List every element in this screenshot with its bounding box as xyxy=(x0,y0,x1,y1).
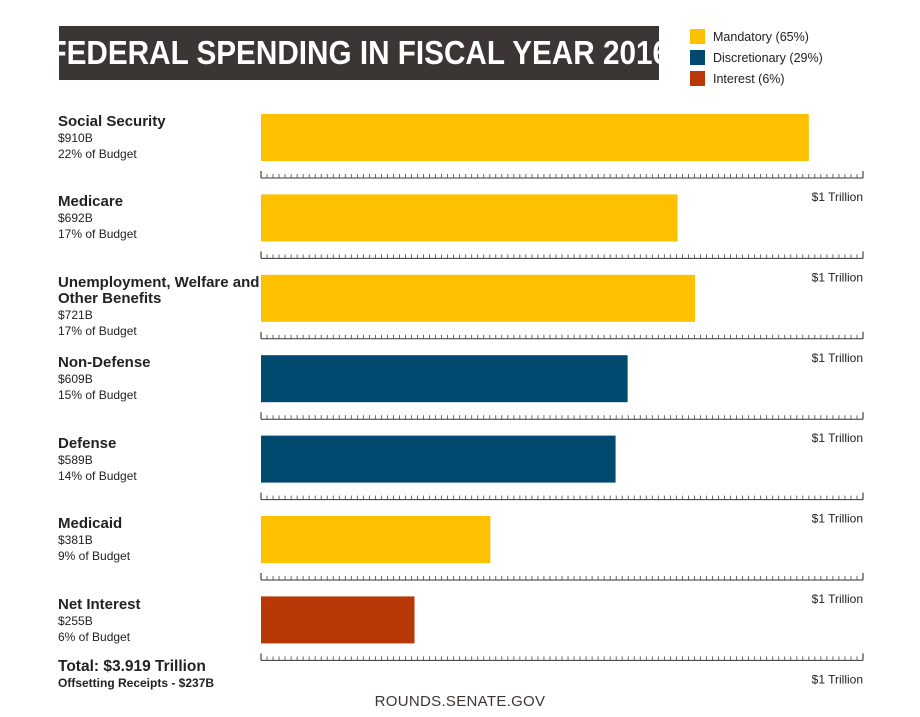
row-percent: 17% of Budget xyxy=(58,227,137,241)
axis-end-label: $1 Trillion xyxy=(812,270,863,284)
row-label-unemployment: Unemployment, Welfare and Other Benefits… xyxy=(58,275,263,339)
legend-item-mandatory: Mandatory (65%) xyxy=(690,27,823,46)
row-amount: $609B xyxy=(58,372,93,386)
legend-swatch-mandatory xyxy=(690,29,705,44)
row-name: Medicaid xyxy=(58,515,123,532)
total-value: Total: $3.919 Trillion xyxy=(58,658,206,675)
axis-end-label: $1 Trillion xyxy=(812,512,863,526)
legend-label-mandatory: Mandatory (65%) xyxy=(713,29,809,44)
row-percent: 14% of Budget xyxy=(58,469,137,483)
row-label-defense: Defense $589B 14% of Budget xyxy=(58,436,258,484)
axis-end-label: $1 Trillion xyxy=(812,431,863,445)
axis-end-label: $1 Trillion xyxy=(812,592,863,606)
legend: Mandatory (65%) Discretionary (29%) Inte… xyxy=(690,27,823,90)
row-amount: $381B xyxy=(58,533,93,547)
bar-5 xyxy=(261,516,491,563)
axis-end-label: $1 Trillion xyxy=(812,190,863,204)
source-credit: ROUNDS.SENATE.GOV xyxy=(374,693,546,710)
row-amount: $589B xyxy=(58,453,93,467)
title-banner: FEDERAL SPENDING IN FISCAL YEAR 2016 xyxy=(49,26,669,80)
total-block: Total: $3.919 Trillion Offsetting Receip… xyxy=(58,657,214,691)
bar-3 xyxy=(261,355,628,403)
row-percent: 6% of Budget xyxy=(58,630,131,644)
legend-swatch-discretionary xyxy=(690,50,705,65)
row-name: Defense xyxy=(58,435,117,452)
row-amount: $910B xyxy=(58,131,93,145)
row-label-social-security: Social Security $910B 22% of Budget xyxy=(58,114,258,162)
bar-4 xyxy=(261,435,616,483)
row-name: Medicare xyxy=(58,193,124,210)
row-percent: 9% of Budget xyxy=(58,549,131,563)
bar-2 xyxy=(261,274,696,322)
legend-label-discretionary: Discretionary (29%) xyxy=(713,50,823,65)
row-name: Non-Defense xyxy=(58,354,151,371)
row-label-medicaid: Medicaid $381B 9% of Budget xyxy=(58,516,258,564)
bar-1 xyxy=(261,194,678,242)
row-name: Unemployment, Welfare and Other Benefits xyxy=(58,274,260,307)
page-title: FEDERAL SPENDING IN FISCAL YEAR 2016 xyxy=(48,34,670,71)
bar-6 xyxy=(261,596,415,644)
axis-end-label: $1 Trillion xyxy=(812,672,863,686)
bar-0 xyxy=(261,114,809,161)
row-label-net-interest: Net Interest $255B 6% of Budget xyxy=(58,597,258,645)
axis-end-label: $1 Trillion xyxy=(812,351,863,365)
row-label-medicare: Medicare $692B 17% of Budget xyxy=(58,194,258,242)
row-amount: $692B xyxy=(58,211,93,225)
row-amount: $721B xyxy=(58,308,93,322)
row-percent: 15% of Budget xyxy=(58,388,137,402)
legend-label-interest: Interest (6%) xyxy=(713,71,785,86)
row-percent: 17% of Budget xyxy=(58,324,137,338)
row-name: Social Security xyxy=(58,113,166,130)
offsetting-receipts: Offsetting Receipts - $237B xyxy=(58,676,215,690)
row-label-non-defense: Non-Defense $609B 15% of Budget xyxy=(58,355,258,403)
row-amount: $255B xyxy=(58,614,93,628)
row-name: Net Interest xyxy=(58,596,141,613)
legend-swatch-interest xyxy=(690,71,705,86)
row-percent: 22% of Budget xyxy=(58,147,137,161)
legend-item-interest: Interest (6%) xyxy=(690,69,823,88)
legend-item-discretionary: Discretionary (29%) xyxy=(690,48,823,67)
